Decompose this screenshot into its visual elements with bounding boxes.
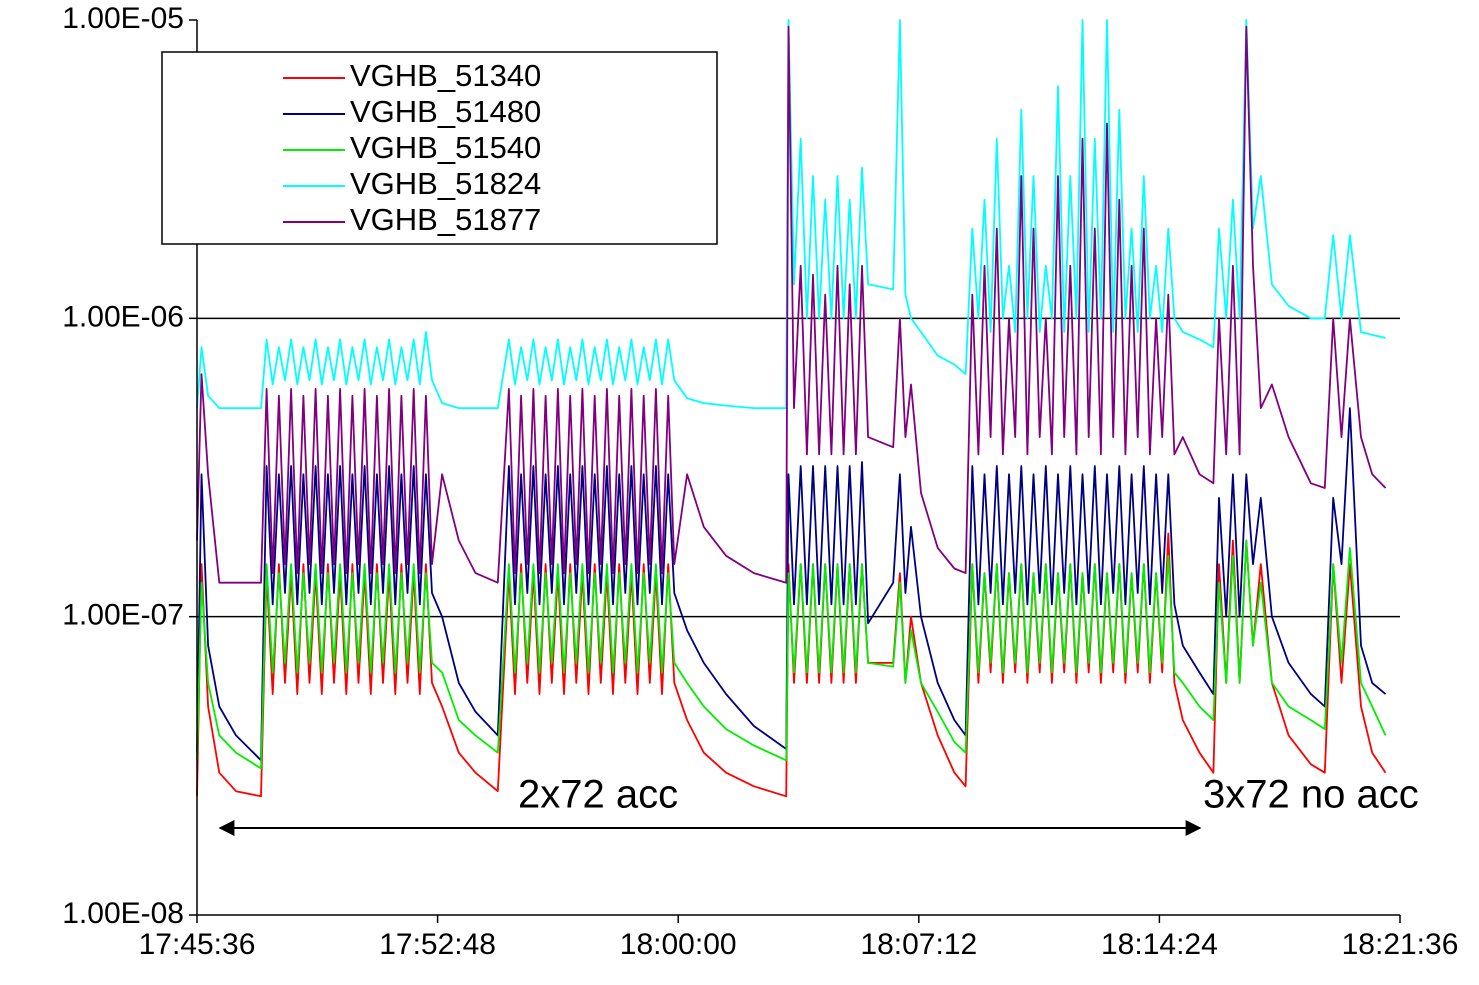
y-tick-label: 1.00E-06 bbox=[62, 300, 184, 333]
annotation: 2x72 acc bbox=[518, 773, 678, 817]
x-tick-label: 18:14:24 bbox=[1101, 928, 1218, 961]
series-line bbox=[196, 19, 1386, 409]
legend-label: VGHB_51480 bbox=[350, 94, 541, 129]
x-tick-label: 18:21:36 bbox=[1342, 928, 1459, 961]
y-tick-label: 1.00E-05 bbox=[62, 2, 184, 35]
y-tick-label: 1.00E-07 bbox=[62, 599, 184, 632]
x-tick-label: 18:00:00 bbox=[620, 928, 737, 961]
series-line bbox=[196, 407, 1387, 762]
legend-label: VGHB_51877 bbox=[350, 202, 541, 237]
legend-label: VGHB_51824 bbox=[350, 166, 541, 201]
ticks: 1.00E-08 1.00E-07 1.00E-06 1.00E-05 17:45:36… bbox=[62, 2, 1458, 961]
series-line bbox=[196, 25, 1387, 584]
annotation: 3x72 no acc bbox=[1203, 773, 1419, 817]
y-tick-label: 1.00E-08 bbox=[62, 897, 184, 930]
plot-lines bbox=[196, 19, 1387, 798]
series-line bbox=[196, 532, 1387, 798]
legend: VGHB_51340VGHB_51480VGHB_51540VGHB_51824… bbox=[161, 51, 718, 245]
legend-label: VGHB_51340 bbox=[350, 58, 541, 93]
x-tick-label: 18:07:12 bbox=[860, 928, 977, 961]
x-tick-label: 17:52:48 bbox=[379, 928, 496, 961]
legend-box bbox=[161, 51, 718, 245]
x-tick-label: 17:45:36 bbox=[139, 928, 256, 961]
legend-label: VGHB_51540 bbox=[350, 130, 541, 165]
series-line bbox=[196, 539, 1387, 770]
